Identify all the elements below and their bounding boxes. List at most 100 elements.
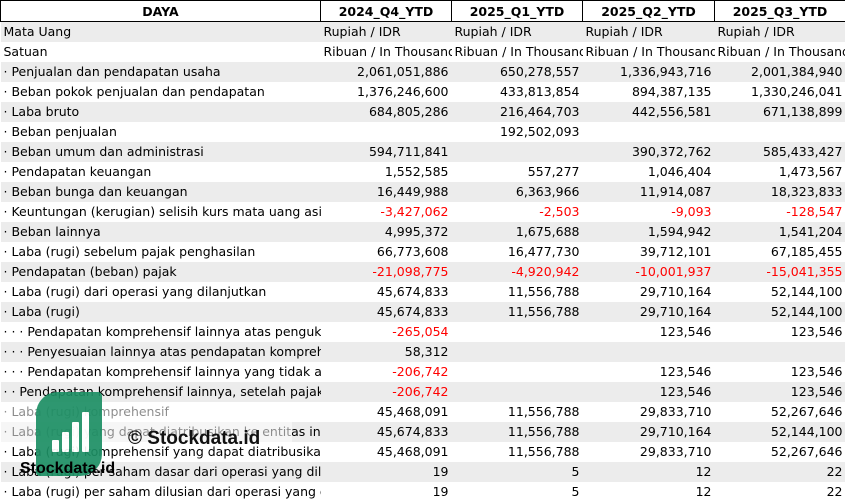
header-period: 2025_Q3_YTD: [715, 1, 845, 22]
row-label: · Beban lainnya: [1, 222, 321, 242]
table-cell: [452, 382, 583, 402]
table-cell: 216,464,703: [452, 102, 583, 122]
table-cell: -9,093: [583, 202, 715, 222]
table-cell: 123,546: [583, 322, 715, 342]
table-cell: 123,546: [715, 322, 845, 342]
table-row: · · · Pendapatan komprehensif lainnya at…: [1, 322, 845, 342]
table-cell: [583, 342, 715, 362]
table-cell: 2,001,384,940: [715, 62, 845, 82]
table-cell: 11,556,788: [452, 302, 583, 322]
table-cell: 433,813,854: [452, 82, 583, 102]
table-cell: 45,674,833: [321, 282, 452, 302]
table-cell: 650,278,557: [452, 62, 583, 82]
table-cell: 19: [321, 482, 452, 502]
row-label: · Keuntungan (kerugian) selisih kurs mat…: [1, 202, 321, 222]
table-cell: [452, 142, 583, 162]
table-cell: [452, 362, 583, 382]
table-cell: 66,773,608: [321, 242, 452, 262]
table-cell: 22: [715, 462, 845, 482]
table-cell: 58,312: [321, 342, 452, 362]
table-cell: 557,277: [452, 162, 583, 182]
table-cell: -2,503: [452, 202, 583, 222]
table-cell: 12: [583, 462, 715, 482]
table-cell: 11,914,087: [583, 182, 715, 202]
table-cell: 19: [321, 462, 452, 482]
table-cell: 1,330,246,041: [715, 82, 845, 102]
row-label: · Beban pokok penjualan dan pendapatan: [1, 82, 321, 102]
table-cell: [321, 122, 452, 142]
header-period: 2025_Q2_YTD: [583, 1, 715, 22]
row-label: · Beban bunga dan keuangan: [1, 182, 321, 202]
table-cell: 52,144,100: [715, 422, 845, 442]
table-cell: 52,267,646: [715, 402, 845, 422]
table-cell: [715, 342, 845, 362]
table-cell: -10,001,937: [583, 262, 715, 282]
row-label: · Pendapatan keuangan: [1, 162, 321, 182]
table-cell: 22: [715, 482, 845, 502]
table-cell: Ribuan / In Thousand: [452, 42, 583, 62]
table-cell: 1,473,567: [715, 162, 845, 182]
table-cell: 5: [452, 462, 583, 482]
table-cell: 684,805,286: [321, 102, 452, 122]
row-label: · Beban umum dan administrasi: [1, 142, 321, 162]
table-cell: 123,546: [715, 362, 845, 382]
table-cell: 29,833,710: [583, 442, 715, 462]
table-cell: 18,323,833: [715, 182, 845, 202]
table-cell: 52,144,100: [715, 282, 845, 302]
table-cell: 67,185,455: [715, 242, 845, 262]
table-row: · · Pendapatan komprehensif lainnya, set…: [1, 382, 845, 402]
table-cell: 39,712,101: [583, 242, 715, 262]
table-cell: 1,541,204: [715, 222, 845, 242]
row-label: · Laba (rugi) dari operasi yang dilanjut…: [1, 282, 321, 302]
table-cell: [452, 342, 583, 362]
header-period: 2025_Q1_YTD: [452, 1, 583, 22]
row-label: · Laba (rugi) per saham dilusian dari op…: [1, 482, 321, 502]
row-label: · Laba (rugi): [1, 302, 321, 322]
header-period: 2024_Q4_YTD: [321, 1, 452, 22]
table-cell: 671,138,899: [715, 102, 845, 122]
table-row: · Laba (rugi) per saham dasar dari opera…: [1, 462, 845, 482]
table-row: · Keuntungan (kerugian) selisih kurs mat…: [1, 202, 845, 222]
table-row: · Laba (rugi) dari operasi yang dilanjut…: [1, 282, 845, 302]
table-cell: [715, 122, 845, 142]
table-row: · · · Pendapatan komprehensif lainnya ya…: [1, 362, 845, 382]
table-row: · Beban pokok penjualan dan pendapatan 1,…: [1, 82, 845, 102]
watermark-text: © Stockdata.id: [128, 428, 260, 450]
table-cell: 11,556,788: [452, 282, 583, 302]
table-cell: -206,742: [321, 362, 452, 382]
table-cell: 45,468,091: [321, 402, 452, 422]
table-cell: -21,098,775: [321, 262, 452, 282]
table-cell: 5: [452, 482, 583, 502]
table-cell: 16,449,988: [321, 182, 452, 202]
table-cell: -265,054: [321, 322, 452, 342]
table-cell: 45,674,833: [321, 302, 452, 322]
table-cell: 123,546: [583, 362, 715, 382]
row-label: Satuan: [1, 42, 321, 62]
table-cell: 16,477,730: [452, 242, 583, 262]
table-cell: -206,742: [321, 382, 452, 402]
table-row: · Laba (rugi) per saham dilusian dari op…: [1, 482, 845, 502]
table-cell: [583, 122, 715, 142]
row-label: · · · Pendapatan komprehensif lainnya ya…: [1, 362, 321, 382]
row-label: · Laba (rugi) sebelum pajak penghasilan: [1, 242, 321, 262]
table-cell: 123,546: [715, 382, 845, 402]
table-cell: 1,046,404: [583, 162, 715, 182]
table-cell: -4,920,942: [452, 262, 583, 282]
table-cell: 1,552,585: [321, 162, 452, 182]
table-cell: 45,468,091: [321, 442, 452, 462]
table-cell: 11,556,788: [452, 422, 583, 442]
header-company: DAYA: [1, 1, 321, 22]
table-cell: -3,427,062: [321, 202, 452, 222]
table-cell: 12: [583, 482, 715, 502]
table-cell: 1,336,943,716: [583, 62, 715, 82]
table-cell: Rupiah / IDR: [715, 22, 845, 42]
table-cell: 11,556,788: [452, 442, 583, 462]
table-cell: 894,387,135: [583, 82, 715, 102]
row-label: · Laba bruto: [1, 102, 321, 122]
table-cell: 1,675,688: [452, 222, 583, 242]
